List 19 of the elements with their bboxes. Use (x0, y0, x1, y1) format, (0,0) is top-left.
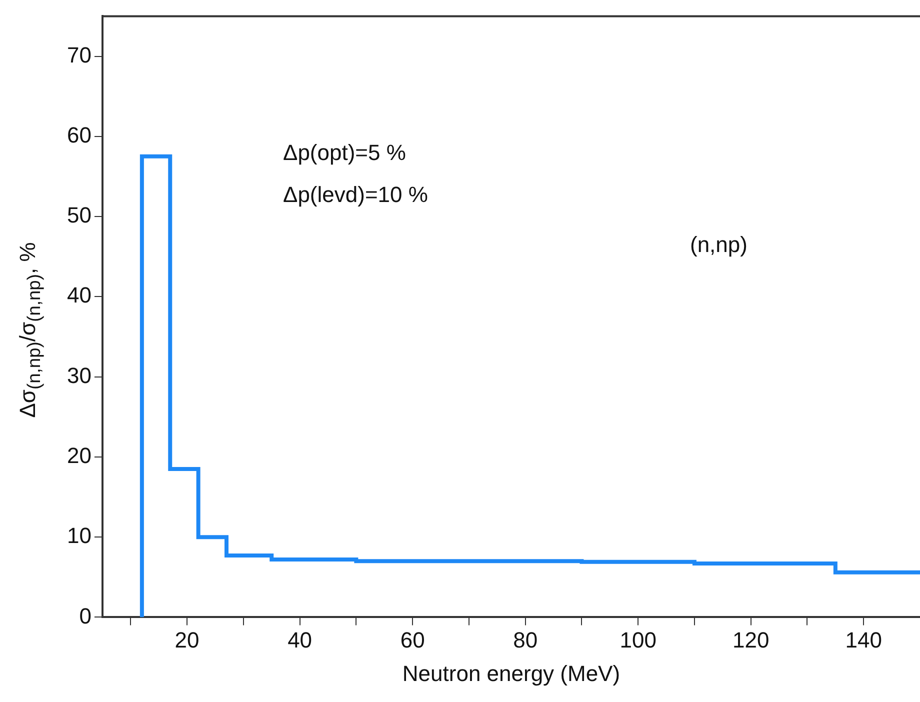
annotation: Δp(opt)=5 % (283, 140, 406, 166)
annotation: (n,np) (690, 232, 748, 258)
y-tick-label: 20 (66, 442, 92, 468)
annotation: Δp(levd)=10 % (283, 182, 428, 208)
y-tick-label: 30 (66, 362, 92, 388)
x-tick-label: 120 (732, 627, 770, 652)
x-tick-label: 140 (845, 627, 882, 652)
y-tick-label: 40 (66, 282, 92, 308)
y-tick-label: 0 (79, 603, 92, 628)
x-tick-label: 40 (288, 627, 312, 652)
x-tick-label: 80 (513, 627, 538, 652)
y-tick-label: 50 (66, 202, 92, 228)
y-tick-label: 10 (66, 523, 92, 548)
x-tick-label: 20 (174, 627, 200, 652)
x-tick-label: 60 (400, 627, 425, 652)
y-tick-label: 60 (66, 122, 92, 148)
x-axis-title: Neutron energy (MeV) (402, 660, 620, 686)
x-tick-label: 100 (620, 627, 656, 652)
y-tick-label: 70 (66, 42, 92, 68)
